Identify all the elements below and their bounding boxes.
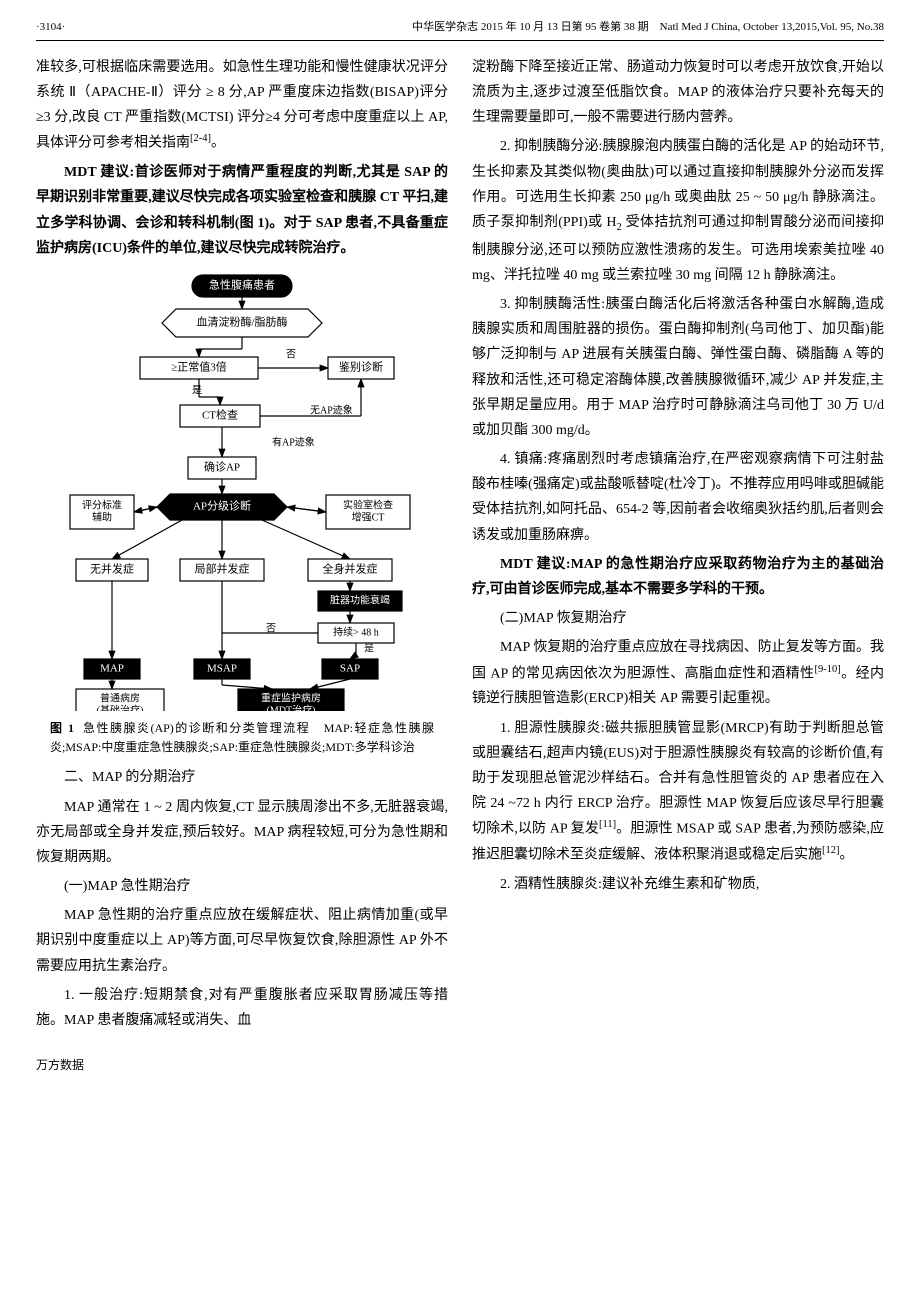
figure-caption-text: 急性胰腺炎(AP)的诊断和分类管理流程 MAP:轻症急性胰腺炎;MSAP:中度重… (50, 721, 434, 754)
page-header: ·3104· 中华医学杂志 2015 年 10 月 13 日第 95 卷第 38… (36, 18, 884, 41)
svg-text:SAP: SAP (340, 662, 360, 674)
body-paragraph: 4. 镇痛:疼痛剧烈时考虑镇痛治疗,在严密观察病情下可注射盐酸布桂嗪(强痛定)或… (472, 447, 884, 548)
citation-ref: [12] (822, 845, 840, 856)
svg-text:MSAP: MSAP (207, 662, 237, 674)
figure-1-flowchart: 急性腹痛患者血清淀粉酶/脂肪酶≥正常值3倍鉴别诊断CT检查无AP迹象有AP迹象是… (36, 271, 448, 711)
page-footer: 万方数据 (36, 1055, 884, 1077)
body-text: 。 (840, 848, 854, 863)
svg-text:(MDT治疗): (MDT治疗) (267, 703, 316, 711)
journal-en: Natl Med J China, October 13,2015,Vol. 9… (660, 21, 884, 33)
svg-text:局部并发症: 局部并发症 (195, 561, 250, 575)
svg-text:增强CT: 增强CT (352, 510, 385, 523)
wanfang-watermark: 万方数据 (36, 1058, 84, 1072)
citation-ref: [2-4] (190, 133, 211, 144)
svg-text:血清淀粉酶/脂肪酶: 血清淀粉酶/脂肪酶 (196, 314, 287, 328)
svg-text:评分标准: 评分标准 (82, 499, 122, 511)
body-text: MAP 恢复期的治疗重点应放在寻找病因、防止复发等方面。我国 AP 的常见病因依… (472, 640, 884, 681)
svg-text:脏器功能衰竭: 脏器功能衰竭 (330, 593, 390, 606)
body-paragraph: MAP 急性期的治疗重点应放在缓解症状、阻止病情加重(或早期识别中度重症以上 A… (36, 903, 448, 979)
subsection-heading: (一)MAP 急性期治疗 (36, 874, 448, 899)
svg-text:(基础治疗): (基础治疗) (97, 703, 144, 711)
body-paragraph: 1. 一般治疗:短期禁食,对有严重腹胀者应采取胃肠减压等措施。MAP 患者腹痛减… (36, 983, 448, 1033)
svg-text:CT检查: CT检查 (202, 407, 238, 421)
svg-text:否: 否 (286, 348, 296, 360)
svg-text:普通病房: 普通病房 (100, 691, 140, 704)
journal-cn: 中华医学杂志 2015 年 10 月 13 日第 95 卷第 38 期 (412, 21, 649, 33)
svg-text:重症监护病房: 重症监护病房 (261, 691, 321, 704)
body-paragraph: MAP 恢复期的治疗重点应放在寻找病因、防止复发等方面。我国 AP 的常见病因依… (472, 635, 884, 711)
body-paragraph: 1. 胆源性胰腺炎:磁共振胆胰管显影(MRCP)有助于判断胆总管或胆囊结石,超声… (472, 716, 884, 868)
body-text: 1. 胆源性胰腺炎:磁共振胆胰管显影(MRCP)有助于判断胆总管或胆囊结石,超声… (472, 721, 884, 837)
svg-text:持续> 48 h: 持续> 48 h (333, 625, 379, 638)
page-number: ·3104· (36, 18, 65, 38)
body-paragraph: 2. 抑制胰酶分泌:胰腺腺泡内胰蛋白酶的活化是 AP 的始动环节,生长抑素及其类… (472, 134, 884, 288)
svg-text:鉴别诊断: 鉴别诊断 (339, 359, 383, 373)
svg-text:无AP迹象: 无AP迹象 (310, 403, 353, 416)
svg-text:否: 否 (266, 622, 276, 634)
citation-ref: [9-10] (814, 664, 840, 675)
continuation-paragraph: 准较多,可根据临床需要选用。如急性生理功能和慢性健康状况评分系统 Ⅱ（APACH… (36, 55, 448, 156)
left-column: 准较多,可根据临床需要选用。如急性生理功能和慢性健康状况评分系统 Ⅱ（APACH… (36, 55, 448, 1037)
svg-text:实验室检查: 实验室检查 (343, 498, 393, 511)
section-2-heading: 二、MAP 的分期治疗 (36, 765, 448, 790)
two-column-layout: 准较多,可根据临床需要选用。如急性生理功能和慢性健康状况评分系统 Ⅱ（APACH… (36, 55, 884, 1037)
ap-diagnosis-flowchart: 急性腹痛患者血清淀粉酶/脂肪酶≥正常值3倍鉴别诊断CT检查无AP迹象有AP迹象是… (62, 271, 422, 711)
figure-1-caption: 图 1 急性胰腺炎(AP)的诊断和分类管理流程 MAP:轻症急性胰腺炎;MSAP… (50, 719, 434, 757)
body-paragraph: MAP 通常在 1 ~ 2 周内恢复,CT 显示胰周渗出不多,无脏器衰竭,亦无局… (36, 795, 448, 871)
body-text: 。 (211, 136, 225, 151)
svg-text:无并发症: 无并发症 (90, 561, 134, 575)
svg-text:是: 是 (364, 642, 374, 654)
svg-text:MAP: MAP (100, 662, 124, 674)
right-column: 淀粉酶下降至接近正常、肠道动力恢复时可以考虑开放饮食,开始以流质为主,逐步过渡至… (472, 55, 884, 1037)
journal-citation: 中华医学杂志 2015 年 10 月 13 日第 95 卷第 38 期 Natl… (412, 18, 884, 38)
body-paragraph: 2. 酒精性胰腺炎:建议补充维生素和矿物质, (472, 872, 884, 897)
svg-text:≥正常值3倍: ≥正常值3倍 (171, 359, 227, 373)
body-paragraph: 3. 抑制胰酶活性:胰蛋白酶活化后将激活各种蛋白水解酶,造成胰腺实质和周围脏器的… (472, 292, 884, 443)
mdt-recommendation-2: MDT 建议:MAP 的急性期治疗应采取药物治疗为主的基础治疗,可由首诊医师完成… (472, 552, 884, 602)
svg-text:全身并发症: 全身并发症 (323, 561, 378, 575)
svg-text:有AP迹象: 有AP迹象 (272, 435, 315, 448)
citation-ref: [11] (599, 819, 616, 830)
figure-label: 图 1 (50, 721, 74, 735)
svg-text:确诊AP: 确诊AP (204, 459, 240, 473)
svg-text:急性腹痛患者: 急性腹痛患者 (209, 277, 275, 291)
svg-text:是: 是 (192, 384, 202, 396)
svg-text:AP分级诊断: AP分级诊断 (193, 498, 251, 512)
body-text: 准较多,可根据临床需要选用。如急性生理功能和慢性健康状况评分系统 Ⅱ（APACH… (36, 60, 448, 151)
svg-text:辅助: 辅助 (92, 510, 112, 523)
subsection-heading: (二)MAP 恢复期治疗 (472, 606, 884, 631)
mdt-recommendation-1: MDT 建议:首诊医师对于病情严重程度的判断,尤其是 SAP 的早期识别非常重要… (36, 160, 448, 261)
continuation-paragraph: 淀粉酶下降至接近正常、肠道动力恢复时可以考虑开放饮食,开始以流质为主,逐步过渡至… (472, 55, 884, 131)
